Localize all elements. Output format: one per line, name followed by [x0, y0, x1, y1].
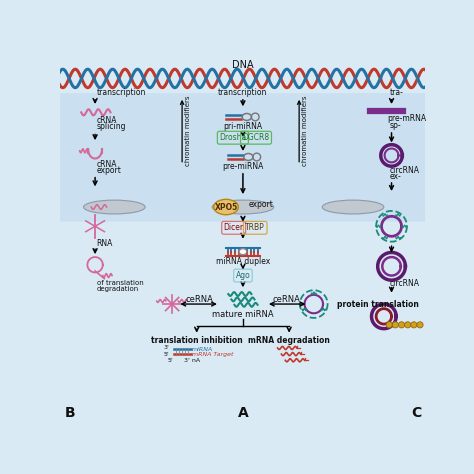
Text: mature miRNA: mature miRNA — [212, 310, 274, 319]
Text: ceRNA: ceRNA — [273, 295, 301, 304]
Text: chromatin modifiers: chromatin modifiers — [302, 96, 308, 166]
Text: 5': 5' — [168, 358, 173, 363]
Text: ex-: ex- — [390, 172, 402, 181]
Ellipse shape — [214, 200, 238, 215]
Text: chromatin modifiers: chromatin modifiers — [185, 96, 191, 166]
Text: DGCR8: DGCR8 — [243, 133, 270, 142]
Text: export: export — [249, 200, 274, 209]
Text: pri-miRNA: pri-miRNA — [223, 122, 263, 131]
Text: mRNA Target: mRNA Target — [192, 352, 234, 356]
Text: circRNA: circRNA — [390, 279, 420, 288]
Text: translation inhibition: translation inhibition — [151, 336, 243, 345]
Text: mRNA degradation: mRNA degradation — [248, 336, 330, 345]
Text: protein translation: protein translation — [337, 301, 419, 310]
Text: degradation: degradation — [97, 286, 139, 292]
Text: Drosha: Drosha — [219, 133, 246, 142]
FancyBboxPatch shape — [60, 93, 426, 222]
Text: export: export — [97, 166, 121, 175]
Circle shape — [411, 322, 417, 328]
Text: Ago: Ago — [236, 271, 250, 280]
Text: 3': 3' — [164, 345, 170, 350]
Text: A: A — [237, 406, 248, 419]
Text: splicing: splicing — [97, 122, 126, 131]
Text: 3' nA: 3' nA — [184, 358, 201, 363]
Text: DNA: DNA — [232, 60, 254, 70]
Text: circRNA: circRNA — [390, 166, 420, 175]
Circle shape — [417, 322, 423, 328]
Text: TRBP: TRBP — [246, 223, 265, 232]
Ellipse shape — [322, 200, 384, 214]
Text: tra-: tra- — [390, 88, 404, 97]
Circle shape — [386, 322, 392, 328]
Text: Dicer: Dicer — [224, 223, 244, 232]
Text: C: C — [411, 406, 421, 419]
Circle shape — [399, 322, 405, 328]
Text: transcription: transcription — [97, 88, 146, 97]
Text: transcription: transcription — [218, 88, 268, 97]
Ellipse shape — [239, 248, 247, 255]
Ellipse shape — [212, 200, 273, 214]
Ellipse shape — [83, 200, 145, 214]
Text: sp-: sp- — [390, 121, 401, 130]
Text: miRNA duplex: miRNA duplex — [216, 257, 270, 266]
Text: pre-miRNA: pre-miRNA — [222, 163, 264, 172]
Text: B: B — [64, 406, 75, 419]
Text: 5': 5' — [164, 352, 170, 356]
Text: ceRNA: ceRNA — [185, 295, 213, 304]
Text: cRNA: cRNA — [97, 160, 117, 169]
Text: RNA: RNA — [97, 239, 113, 248]
Text: pre-mRNA: pre-mRNA — [387, 114, 426, 123]
Text: miRNA: miRNA — [192, 347, 213, 352]
Circle shape — [392, 322, 399, 328]
Text: cRNA: cRNA — [97, 116, 117, 125]
Circle shape — [405, 322, 411, 328]
Text: of translation: of translation — [97, 280, 143, 286]
Text: XPO5: XPO5 — [214, 202, 237, 211]
